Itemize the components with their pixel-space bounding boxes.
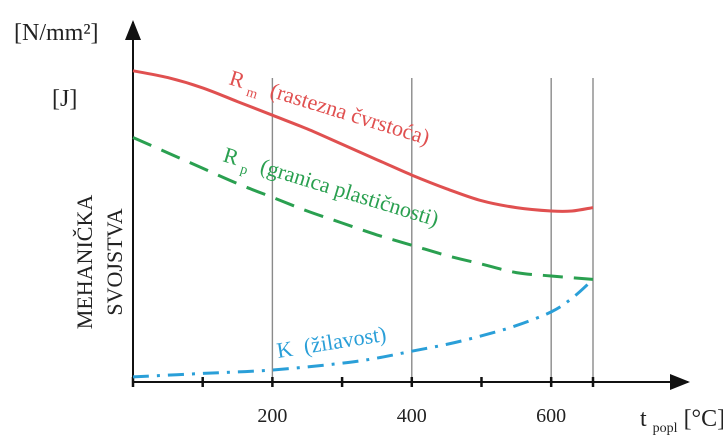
series-label-rm-sub: m (244, 85, 259, 103)
series-line-rm (132, 69, 594, 213)
x-tick-label-600: 600 (536, 405, 566, 427)
series-label-rm-main: R (227, 65, 249, 93)
series-label-rp-main: R (221, 142, 243, 170)
series-label-k-main: K (275, 336, 295, 363)
series-label-rm-desc: (rastezna čvrstoća) (267, 77, 433, 149)
x-axis-label-unit: [°C] (684, 406, 723, 432)
x-axis-label-main: t (640, 406, 647, 432)
series-lines (132, 69, 595, 379)
y-axis-label-line-2: SVOJSTVA (102, 208, 127, 315)
x-axis-label: t popl [°C] (640, 406, 723, 438)
y-unit-label-stress: [N/mm²] (14, 20, 99, 46)
series-label-rp-sub: p (238, 162, 249, 178)
x-axis-tick-labels: 200 400 600 (257, 405, 566, 427)
x-axis-label-sub: popl (653, 421, 678, 436)
x-axis-ticks (131, 377, 595, 387)
vertical-gridlines (271, 78, 594, 382)
series-label-k: K (žilavost) (275, 321, 388, 363)
series-line-rp (132, 136, 594, 281)
x-tick-label-400: 400 (397, 405, 427, 427)
y-axis-label-line-1: MEHANIČKA (72, 195, 97, 330)
series-line-k (132, 278, 595, 379)
series-label-k-desc: (žilavost) (302, 321, 388, 359)
y-axis-label: MEHANIČKA SVOJSTVA (72, 195, 127, 330)
series-label-rp-desc: (granica plastičnosti) (258, 153, 442, 231)
x-tick-label-200: 200 (257, 405, 287, 427)
y-unit-label-energy: [J] (52, 86, 77, 112)
